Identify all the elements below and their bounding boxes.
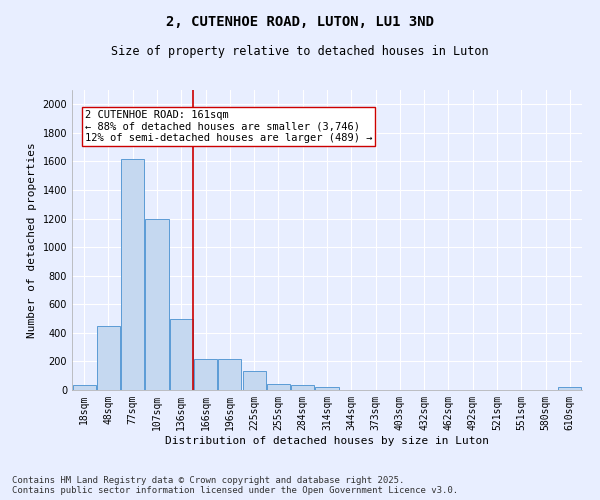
Bar: [145, 218, 169, 390]
X-axis label: Distribution of detached houses by size in Luton: Distribution of detached houses by size …: [165, 436, 489, 446]
Bar: [194, 358, 217, 390]
Text: 2, CUTENHOE ROAD, LUTON, LU1 3ND: 2, CUTENHOE ROAD, LUTON, LU1 3ND: [166, 15, 434, 29]
Text: Contains HM Land Registry data © Crown copyright and database right 2025.
Contai: Contains HM Land Registry data © Crown c…: [12, 476, 458, 495]
Text: Size of property relative to detached houses in Luton: Size of property relative to detached ho…: [111, 45, 489, 58]
Bar: [559, 387, 581, 390]
Bar: [218, 358, 241, 390]
Bar: [316, 387, 338, 390]
Bar: [97, 326, 120, 390]
Bar: [291, 385, 314, 390]
Bar: [267, 384, 290, 390]
Bar: [242, 372, 266, 390]
Y-axis label: Number of detached properties: Number of detached properties: [27, 142, 37, 338]
Bar: [73, 385, 95, 390]
Text: 2 CUTENHOE ROAD: 161sqm
← 88% of detached houses are smaller (3,746)
12% of semi: 2 CUTENHOE ROAD: 161sqm ← 88% of detache…: [85, 110, 372, 143]
Bar: [121, 158, 144, 390]
Bar: [170, 318, 193, 390]
